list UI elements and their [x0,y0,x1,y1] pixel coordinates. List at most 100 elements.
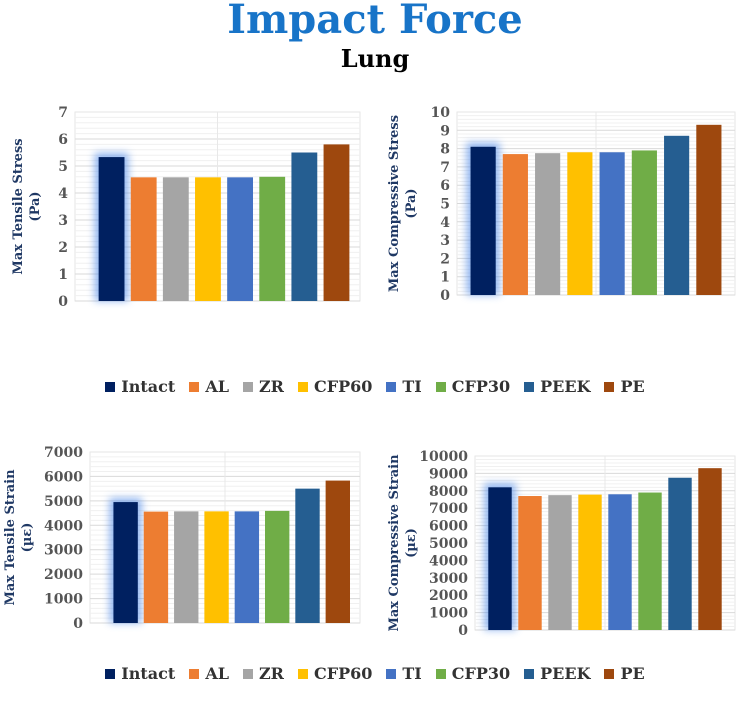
legend-item: TI [386,377,422,396]
y-axis-label-line: Max Tensile Stress [11,138,26,274]
bar-ti [234,511,260,623]
bar-ti [599,152,625,295]
y-tick-label: 9000 [429,466,468,482]
bar-pe [698,468,722,630]
legend-label: CFP30 [451,664,511,683]
bar-intact [98,157,125,301]
legend-swatch [435,381,446,392]
y-tick-label: 4 [58,186,68,202]
legend-swatch [105,381,116,392]
y-tick-label: 3 [440,233,450,249]
y-axis-label-line: (Pa) [28,191,43,221]
bar-intact [488,487,512,630]
legend-label: CFP30 [451,377,511,396]
y-tick-label: 8000 [429,484,468,500]
y-axis-label: Max Compressive Strain (µε) [387,454,419,632]
y-tick-label: 7000 [429,501,468,517]
bar-cfp60 [195,177,221,301]
y-tick-label: 0 [58,294,68,310]
y-axis-label: Max Compressive Stress (Pa) [387,115,419,292]
bar-al [130,177,157,301]
bar-zr [174,511,199,623]
y-tick-label: 5000 [429,536,468,552]
y-tick-label: 0 [458,623,468,639]
legend-label: TI [402,377,422,396]
y-axis-label-line: Max Compressive Strain [387,454,402,632]
y-tick-label: 6000 [44,469,83,485]
legend-swatch [435,668,446,679]
legend-swatch [386,381,397,392]
bar-cfp60 [204,511,229,623]
y-tick-label: 10000 [419,449,468,465]
y-tick-label: 6 [58,132,68,148]
legend-label: Intact [121,377,176,396]
y-axis-label: Max Tensile Strain (µε) [3,469,35,606]
y-tick-label: 1 [58,267,68,283]
bar-pe [696,124,722,295]
y-tick-label: 10 [431,105,451,121]
y-tick-label: 1 [440,270,450,286]
legend-item: Intact [105,377,175,396]
legend-item: CFP30 [435,377,511,396]
legend-item: PE [604,377,645,396]
y-tick-label: 8 [440,142,450,158]
legend-label: CFP60 [313,377,373,396]
bar-pe [323,144,350,301]
legend-item: AL [189,377,229,396]
legend-swatch [604,668,615,679]
legend-label: ZR [258,377,284,396]
page-subtitle: Lung [340,44,410,73]
legend-bottom: Intact AL ZR CFP60 TI CFP30 PEEK PE [0,664,750,683]
bar-cfp60 [578,494,602,630]
bar-al [518,496,542,630]
y-tick-label: 0 [73,616,83,632]
bar-pe [325,480,350,623]
y-tick-label: 4 [440,215,450,231]
y-tick-label: 6 [440,178,450,194]
legend-label: PE [620,377,645,396]
legend-swatch [297,381,308,392]
bar-ti [227,177,254,301]
y-axis-label-line: (Pa) [404,188,419,218]
y-tick-label: 5000 [44,494,83,510]
legend-label: AL [205,664,229,683]
bar-al [502,154,528,295]
legend-swatch [105,668,116,679]
bar-cfp60 [567,152,593,295]
legend-label: TI [402,664,422,683]
bar-peek [668,477,692,630]
bar-peek [291,152,318,301]
legend-swatch [524,668,535,679]
legend-swatch [242,668,253,679]
legend-item: PEEK [524,664,590,683]
y-tick-label: 9 [440,123,450,139]
y-tick-label: 1000 [44,592,83,608]
bar-al [143,511,169,623]
bar-peek [295,488,320,623]
legend-swatch [297,668,308,679]
bar-zr [162,177,189,301]
y-tick-label: 1000 [429,606,468,622]
y-axis-label-line: Max Tensile Strain [3,469,18,606]
chart-2: 0 1000 2000 3000 4000 5000 6000 7000 Max Tensile… [3,445,361,632]
bar-intact [113,502,138,623]
bar-cfp30 [638,492,662,630]
legend-item: TI [386,664,422,683]
y-tick-label: 3000 [44,543,83,559]
y-tick-label: 2000 [429,588,468,604]
y-tick-label: 4000 [44,518,83,534]
bar-peek [664,135,690,295]
bar-cfp30 [265,510,290,623]
bar-zr [548,495,572,630]
legend-label: ZR [258,664,284,683]
legend-swatch [242,381,253,392]
y-tick-label: 7 [58,105,68,121]
legend-item: Intact [105,664,175,683]
legend-item: CFP60 [297,664,372,683]
legend-item: PEEK [524,377,590,396]
bar-ti [608,494,632,630]
legend-item: CFP30 [435,664,511,683]
legend-label: PEEK [540,377,591,396]
